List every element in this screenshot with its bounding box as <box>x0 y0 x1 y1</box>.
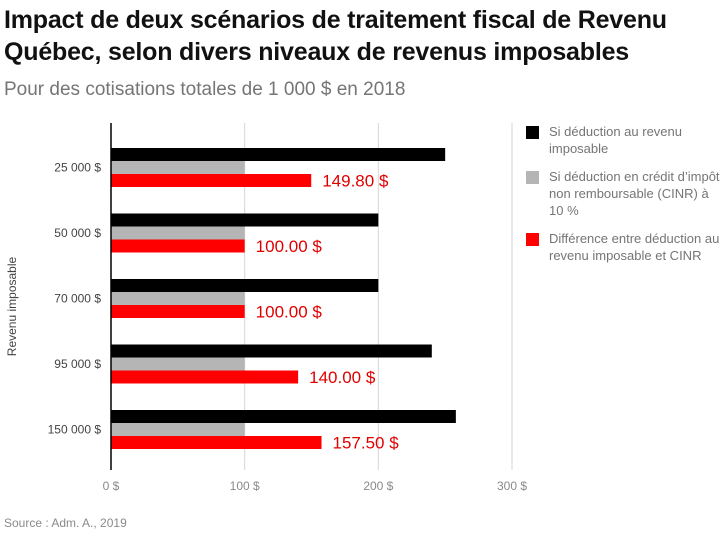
category-labels: 25 000 $ 50 000 $ 70 000 $ 95 000 $ 150 000 … <box>48 161 102 437</box>
legend-swatch <box>526 171 539 184</box>
legend-swatch <box>526 126 539 139</box>
bar-series-3 <box>111 305 245 318</box>
data-label: 149.80 $ <box>322 172 389 191</box>
x-tick-label: 0 $ <box>103 479 120 493</box>
data-label: 157.50 $ <box>333 434 400 453</box>
bar-series-3 <box>111 370 299 384</box>
bar-series-1 <box>111 213 379 227</box>
bar-series-3 <box>111 436 322 449</box>
bar-series-2 <box>111 292 245 305</box>
source-note: Source : Adm. A., 2019 <box>4 516 127 530</box>
category-label: 25 000 $ <box>54 161 101 175</box>
bar-series-1 <box>111 410 456 423</box>
bar-series-2 <box>111 226 245 240</box>
legend: Si déduction au revenu imposable Si déduc… <box>526 123 726 275</box>
category-label: 50 000 $ <box>54 226 101 240</box>
data-labels: 149.80 $ 100.00 $ 100.00 $ 140.00 $ 157.50 $ <box>256 172 400 453</box>
bar-series-1 <box>111 148 446 161</box>
bar-series-2 <box>111 357 245 371</box>
category-label: 95 000 $ <box>54 357 101 371</box>
bars <box>111 148 456 449</box>
data-label: 100.00 $ <box>256 237 323 256</box>
y-axis-title: Revenu imposable <box>5 256 19 356</box>
bar-series-1 <box>111 279 379 292</box>
legend-label: Si déduction en crédit d’impôt non rembo… <box>549 169 720 218</box>
data-label: 100.00 $ <box>256 303 323 322</box>
legend-label: Différence entre déduction au revenu imp… <box>549 231 720 263</box>
bar-series-2 <box>111 161 245 174</box>
x-tick-label: 100 $ <box>230 479 260 493</box>
legend-label: Si déduction au revenu imposable <box>549 124 682 156</box>
legend-swatch <box>526 233 539 246</box>
bar-series-3 <box>111 239 245 253</box>
x-tick-label: 300 $ <box>497 479 527 493</box>
x-axis-ticks: 0 $ 100 $ 200 $ 300 $ <box>103 479 528 493</box>
legend-item-3: Différence entre déduction au revenu imp… <box>526 230 726 264</box>
category-label: 150 000 $ <box>48 423 102 437</box>
bar-series-2 <box>111 423 245 436</box>
legend-item-1: Si déduction au revenu imposable <box>526 123 726 157</box>
chart-subtitle: Pour des cotisations totales de 1 000 $ … <box>4 79 406 100</box>
category-label: 70 000 $ <box>54 292 101 306</box>
bar-series-1 <box>111 344 432 358</box>
chart-title: Impact de deux scénarios de traitement f… <box>4 6 667 66</box>
x-tick-label: 200 $ <box>363 479 393 493</box>
legend-item-2: Si déduction en crédit d’impôt non rembo… <box>526 168 726 219</box>
data-label: 140.00 $ <box>309 368 376 387</box>
bar-series-3 <box>111 174 312 187</box>
